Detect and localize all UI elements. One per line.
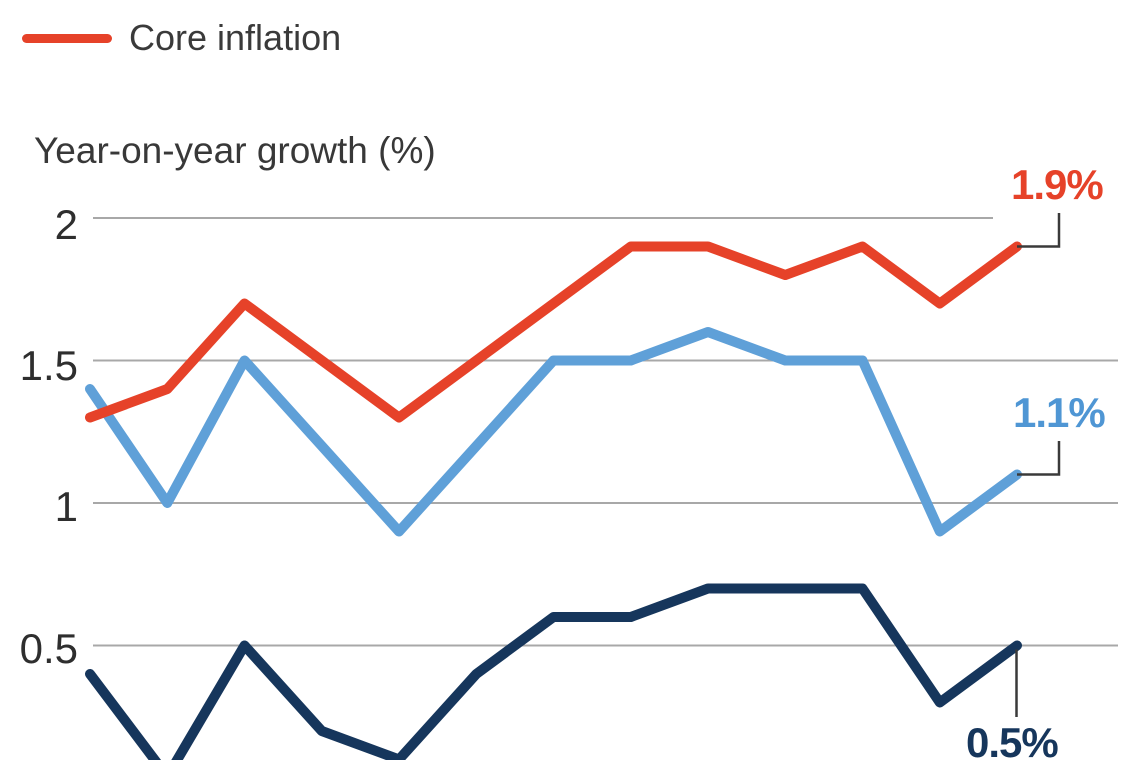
y-axis-tick-0-5: 0.5 [19, 625, 78, 672]
series-line-series_navy [85, 583, 1022, 760]
end-value-label-series-navy: 0.5% [966, 719, 1059, 760]
chart-title: Year-on-year growth (%) [34, 130, 436, 171]
series-line-series_blue [85, 327, 1022, 537]
callout-connector-series-blue [1017, 441, 1061, 476]
end-value-label-core-inflation: 1.9% [1011, 161, 1104, 208]
legend-line-swatch [22, 33, 112, 43]
callout-connector-core-inflation [1017, 213, 1061, 248]
legend-label: Core inflation [129, 17, 342, 58]
legend: Core inflation [22, 19, 341, 57]
y-axis-tick-2: 2 [54, 201, 78, 248]
y-axis-tick-1: 1 [54, 483, 78, 530]
end-value-label-series-blue: 1.1% [1013, 389, 1106, 436]
series-line-core_inflation [85, 241, 1022, 423]
y-axis-tick-1-5: 1.5 [19, 342, 78, 389]
